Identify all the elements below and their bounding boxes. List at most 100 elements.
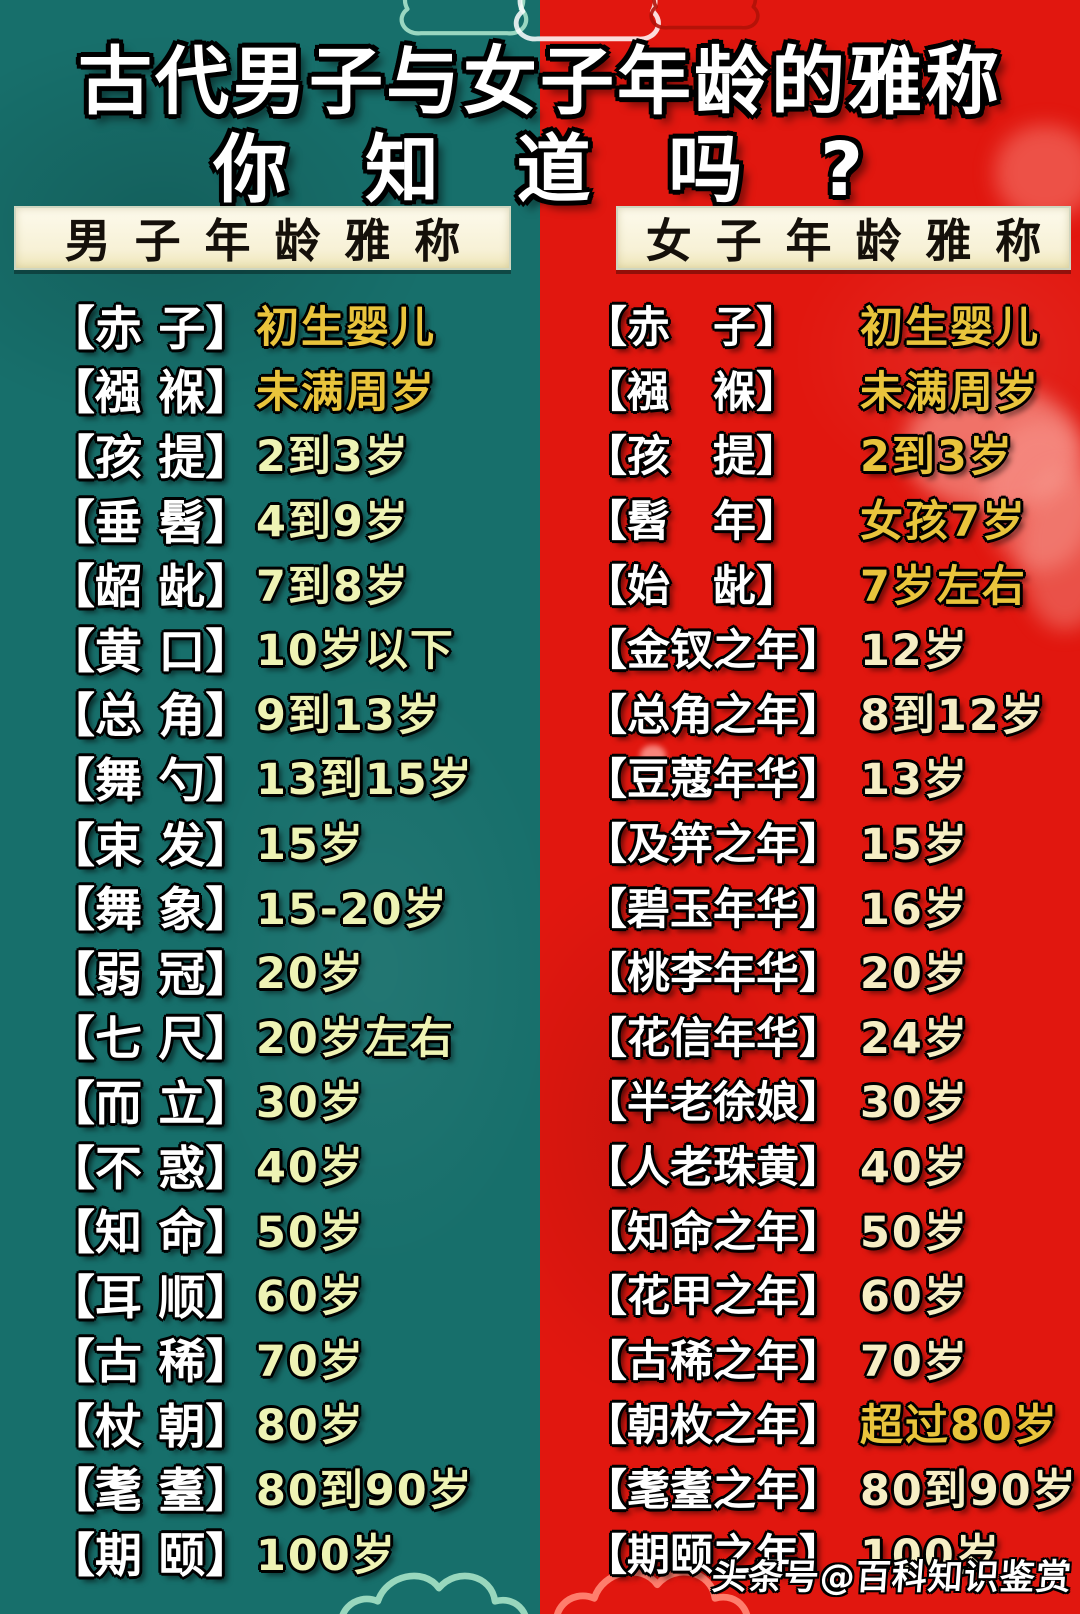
age-term-value: 未满周岁 bbox=[256, 367, 436, 418]
age-term-row: 【孩 提】 2到3岁 bbox=[540, 421, 1080, 486]
age-term-value: 15岁 bbox=[860, 820, 969, 871]
age-term-name: 【知 命】 bbox=[48, 1206, 253, 1262]
age-term-value: 13到15岁 bbox=[256, 755, 474, 806]
age-term-name: 【耄耋之年】 bbox=[584, 1465, 842, 1516]
age-term-name: 【黄 口】 bbox=[48, 624, 253, 680]
age-term-row: 【七 尺】 20岁左右 bbox=[0, 1003, 540, 1068]
age-term-row: 【花信年华】 24岁 bbox=[540, 1003, 1080, 1068]
age-term-value: 100岁 bbox=[860, 1530, 1001, 1581]
age-term-name: 【金钗之年】 bbox=[584, 626, 842, 677]
age-term-row: 【垂 髫】 4到9岁 bbox=[0, 486, 540, 551]
age-term-value: 20岁左右 bbox=[256, 1013, 455, 1064]
age-term-name: 【期颐之年】 bbox=[584, 1530, 842, 1581]
age-term-row: 【期颐之年】 100岁 bbox=[540, 1519, 1080, 1584]
age-term-row: 【而 立】 30岁 bbox=[0, 1067, 540, 1132]
watermark: 头条号@百科知识鉴赏 bbox=[710, 1558, 1074, 1598]
age-term-value: 20岁 bbox=[256, 949, 365, 1000]
age-term-row: 【知命之年】 50岁 bbox=[540, 1196, 1080, 1261]
age-term-name: 【碧玉年华】 bbox=[584, 884, 842, 935]
age-term-value: 10岁以下 bbox=[256, 626, 455, 677]
age-term-row: 【舞 勺】 13到15岁 bbox=[0, 744, 540, 809]
age-term-name: 【豆蔻年华】 bbox=[584, 755, 842, 806]
age-term-row: 【古 稀】 70岁 bbox=[0, 1326, 540, 1391]
age-term-value: 7到8岁 bbox=[256, 561, 410, 612]
age-term-row: 【碧玉年华】 16岁 bbox=[540, 873, 1080, 938]
age-term-value: 70岁 bbox=[256, 1336, 365, 1387]
age-term-name: 【孩 提】 bbox=[48, 430, 253, 486]
age-term-value: 80到90岁 bbox=[860, 1465, 1078, 1516]
age-term-value: 8到12岁 bbox=[860, 690, 1046, 741]
age-term-value: 9到13岁 bbox=[256, 690, 442, 741]
age-term-name: 【赤 子】 bbox=[48, 301, 253, 357]
age-term-row: 【朝枚之年】 超过80岁 bbox=[540, 1390, 1080, 1455]
age-term-value: 16岁 bbox=[860, 884, 969, 935]
age-term-value: 100岁 bbox=[256, 1530, 397, 1581]
age-term-value: 50岁 bbox=[256, 1207, 365, 1258]
age-term-row: 【髫 年】 女孩7岁 bbox=[540, 486, 1080, 551]
age-term-name: 【垂 髫】 bbox=[48, 495, 253, 551]
age-term-row: 【古稀之年】 70岁 bbox=[540, 1326, 1080, 1391]
age-term-name: 【耳 顺】 bbox=[48, 1270, 253, 1326]
age-term-name: 【舞 象】 bbox=[48, 883, 253, 939]
poster-title-line2: 你知道吗? bbox=[213, 127, 941, 213]
age-term-row: 【弱 冠】 20岁 bbox=[0, 938, 540, 1003]
age-term-name: 【知命之年】 bbox=[584, 1207, 842, 1258]
age-term-name: 【舞 勺】 bbox=[48, 753, 253, 809]
age-term-value: 15-20岁 bbox=[256, 884, 449, 935]
age-term-value: 7岁左右 bbox=[860, 561, 1027, 612]
age-term-value: 13岁 bbox=[860, 755, 969, 806]
age-term-name: 【期 颐】 bbox=[48, 1529, 253, 1585]
age-term-row: 【花甲之年】 60岁 bbox=[540, 1261, 1080, 1326]
age-term-name: 【半老徐娘】 bbox=[584, 1078, 842, 1129]
age-term-row: 【黄 口】 10岁以下 bbox=[0, 615, 540, 680]
age-term-name: 【桃李年华】 bbox=[584, 949, 842, 1000]
age-term-name: 【弱 冠】 bbox=[48, 947, 253, 1003]
women-column-header: 女子年龄雅称 bbox=[616, 206, 1071, 270]
age-term-name: 【及笄之年】 bbox=[584, 820, 842, 871]
age-term-name: 【人老珠黄】 bbox=[584, 1143, 842, 1194]
age-term-row: 【耄耋之年】 80到90岁 bbox=[540, 1455, 1080, 1520]
age-term-value: 24岁 bbox=[860, 1013, 969, 1064]
age-term-name: 【七 尺】 bbox=[48, 1012, 253, 1068]
age-term-name: 【杖 朝】 bbox=[48, 1399, 253, 1455]
age-term-value: 40岁 bbox=[860, 1143, 969, 1194]
age-term-value: 80岁 bbox=[256, 1401, 365, 1452]
age-term-name: 【始 龀】 bbox=[584, 561, 799, 612]
age-term-name: 【总 角】 bbox=[48, 689, 253, 745]
age-term-value: 12岁 bbox=[860, 626, 969, 677]
age-term-value: 超过80岁 bbox=[860, 1401, 1059, 1452]
age-term-row: 【半老徐娘】 30岁 bbox=[540, 1067, 1080, 1132]
age-term-value: 30岁 bbox=[256, 1078, 365, 1129]
age-term-row: 【孩 提】 2到3岁 bbox=[0, 421, 540, 486]
age-term-row: 【赤 子】 初生婴儿 bbox=[0, 292, 540, 357]
age-term-row: 【耳 顺】 60岁 bbox=[0, 1261, 540, 1326]
age-term-name: 【耄 耋】 bbox=[48, 1464, 253, 1520]
age-term-name: 【花甲之年】 bbox=[584, 1272, 842, 1323]
age-term-value: 初生婴儿 bbox=[256, 303, 436, 354]
age-term-value: 15岁 bbox=[256, 820, 365, 871]
age-term-row: 【赤 子】 初生婴儿 bbox=[540, 292, 1080, 357]
age-term-value: 20岁 bbox=[860, 949, 969, 1000]
men-age-term-list: 【赤 子】 初生婴儿 【襁 褓】 未满周岁 【孩 提】 2到3岁 【垂 髫】 4… bbox=[0, 292, 540, 1584]
age-term-value: 未满周岁 bbox=[860, 367, 1040, 418]
age-term-value: 初生婴儿 bbox=[860, 303, 1040, 354]
age-term-row: 【始 龀】 7岁左右 bbox=[540, 550, 1080, 615]
age-term-row: 【总 角】 9到13岁 bbox=[0, 680, 540, 745]
age-term-value: 60岁 bbox=[860, 1272, 969, 1323]
men-column-header: 男子年龄雅称 bbox=[14, 206, 511, 270]
age-term-name: 【不 惑】 bbox=[48, 1141, 253, 1197]
age-term-name: 【总角之年】 bbox=[584, 690, 842, 741]
age-term-row: 【襁 褓】 未满周岁 bbox=[540, 357, 1080, 422]
age-term-value: 2到3岁 bbox=[256, 432, 410, 483]
age-term-name: 【朝枚之年】 bbox=[584, 1401, 842, 1452]
age-term-value: 60岁 bbox=[256, 1272, 365, 1323]
age-term-row: 【金钗之年】 12岁 bbox=[540, 615, 1080, 680]
age-term-row: 【龆 龀】 7到8岁 bbox=[0, 550, 540, 615]
age-term-row: 【桃李年华】 20岁 bbox=[540, 938, 1080, 1003]
age-term-row: 【襁 褓】 未满周岁 bbox=[0, 357, 540, 421]
age-term-value: 50岁 bbox=[860, 1207, 969, 1258]
age-term-row: 【耄 耋】 80到90岁 bbox=[0, 1455, 540, 1520]
age-term-row: 【期 颐】 100岁 bbox=[0, 1519, 540, 1584]
age-term-name: 【古 稀】 bbox=[48, 1335, 253, 1391]
